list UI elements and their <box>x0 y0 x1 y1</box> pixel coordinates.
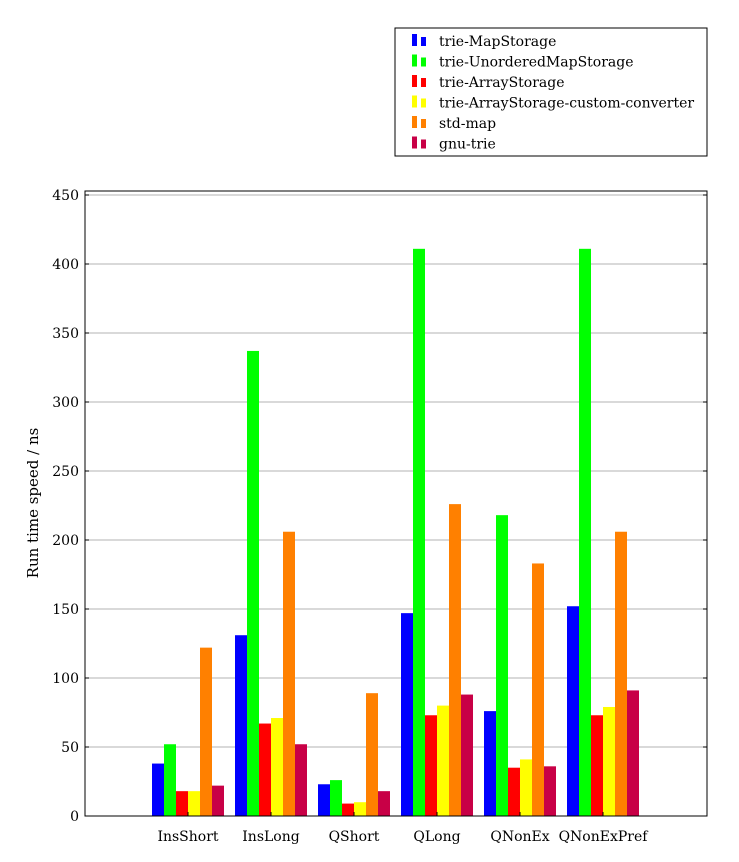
bar-trie-MapStorage-InsShort <box>152 763 164 816</box>
y-tick-label: 50 <box>61 740 79 756</box>
legend-label: trie-MapStorage <box>439 34 556 50</box>
bar-std-map-QNonExPref <box>615 531 627 816</box>
bar-trie-UnorderedMapStorage-InsShort <box>164 744 176 816</box>
bar-gnu-trie-QNonExPref <box>627 690 639 816</box>
bar-trie-MapStorage-InsLong <box>235 635 247 816</box>
bar-trie-UnorderedMapStorage-QShort <box>330 780 342 816</box>
bar-std-map-QNonEx <box>532 563 544 816</box>
bar-trie-MapStorage-QNonEx <box>484 711 496 816</box>
legend-label: std-map <box>439 116 496 132</box>
legend-swatch <box>412 34 417 46</box>
legend-swatch <box>421 57 426 67</box>
x-tick-label: QNonEx <box>490 829 549 845</box>
legend-swatch <box>412 116 417 128</box>
legend-swatch <box>412 136 417 149</box>
bar-trie-ArrayStorage-QLong <box>425 715 437 816</box>
bar-std-map-InsLong <box>283 531 295 816</box>
y-tick-label: 200 <box>52 533 79 549</box>
legend-swatch <box>421 78 426 87</box>
bar-gnu-trie-QShort <box>378 791 390 816</box>
legend-swatch <box>421 37 426 46</box>
bar-gnu-trie-QNonEx <box>544 766 556 816</box>
bar-trie-UnorderedMapStorage-InsLong <box>247 350 259 816</box>
gridlines <box>85 194 707 748</box>
y-tick-label: 350 <box>52 326 79 342</box>
y-tick-label: 300 <box>52 395 79 411</box>
bar-trie-UnorderedMapStorage-QNonEx <box>496 515 508 816</box>
legend-label: gnu-trie <box>439 137 496 153</box>
bar-trie-UnorderedMapStorage-QLong <box>413 248 425 816</box>
x-tick-label: QShort <box>329 829 380 845</box>
bar-std-map-QLong <box>449 504 461 816</box>
legend-swatch <box>412 75 417 87</box>
bar-std-map-InsShort <box>200 647 212 816</box>
bar-std-map-QShort <box>366 693 378 816</box>
bar-trie-ArrayStorage-custom-converter-QNonEx <box>520 759 532 816</box>
bar-trie-ArrayStorage-InsLong <box>259 723 271 816</box>
plot-frame <box>84 190 708 817</box>
bar-trie-MapStorage-QLong <box>401 613 413 816</box>
legend-swatch <box>421 98 426 108</box>
y-tick-label: 450 <box>52 188 79 204</box>
bar-gnu-trie-InsLong <box>295 744 307 816</box>
y-tick-label: 100 <box>52 671 79 687</box>
x-tick-label: QLong <box>413 829 460 845</box>
y-axis-title: Run time speed / ns <box>24 428 42 579</box>
legend-label: trie-ArrayStorage <box>439 75 565 91</box>
bar-gnu-trie-InsShort <box>212 785 224 816</box>
y-tick-label: 250 <box>52 464 79 480</box>
bar-trie-ArrayStorage-custom-converter-QShort <box>354 802 366 816</box>
bars <box>152 248 639 816</box>
bar-trie-ArrayStorage-QNonEx <box>508 767 520 816</box>
y-axis: 0 50 100 150 200 250 300 350 400 450 <box>52 188 707 825</box>
legend-swatch <box>412 95 417 108</box>
bar-trie-ArrayStorage-QShort <box>342 803 354 816</box>
legend-swatch <box>412 54 417 67</box>
y-tick-label: 0 <box>70 809 79 825</box>
bar-trie-ArrayStorage-custom-converter-InsShort <box>188 791 200 816</box>
bar-trie-ArrayStorage-custom-converter-QNonExPref <box>603 706 615 816</box>
x-tick-label: QNonExPref <box>559 829 650 845</box>
bar-trie-ArrayStorage-custom-converter-QLong <box>437 705 449 816</box>
legend-swatch <box>421 139 426 149</box>
legend-frame <box>394 27 708 157</box>
legend-label: trie-UnorderedMapStorage <box>439 55 634 71</box>
bar-trie-ArrayStorage-InsShort <box>176 791 188 816</box>
y-tick-label: 150 <box>52 602 79 618</box>
x-tick-label: InsShort <box>157 829 218 845</box>
bar-gnu-trie-QLong <box>461 694 473 816</box>
x-axis: InsShort InsLong QShort QLong QNonEx QNonExPr… <box>157 812 649 845</box>
legend: trie-MapStorage trie-UnorderedMapStorage t… <box>394 27 708 157</box>
y-tick-label: 400 <box>52 257 79 273</box>
bar-trie-MapStorage-QNonExPref <box>567 606 579 816</box>
legend-label: trie-ArrayStorage-custom-converter <box>439 96 694 112</box>
bar-trie-UnorderedMapStorage-QNonExPref <box>579 248 591 816</box>
bar-trie-ArrayStorage-QNonExPref <box>591 715 603 816</box>
x-tick-label: InsLong <box>242 829 299 845</box>
legend-swatch <box>421 119 426 128</box>
bar-trie-ArrayStorage-custom-converter-InsLong <box>271 718 283 816</box>
bar-trie-MapStorage-QShort <box>318 784 330 816</box>
